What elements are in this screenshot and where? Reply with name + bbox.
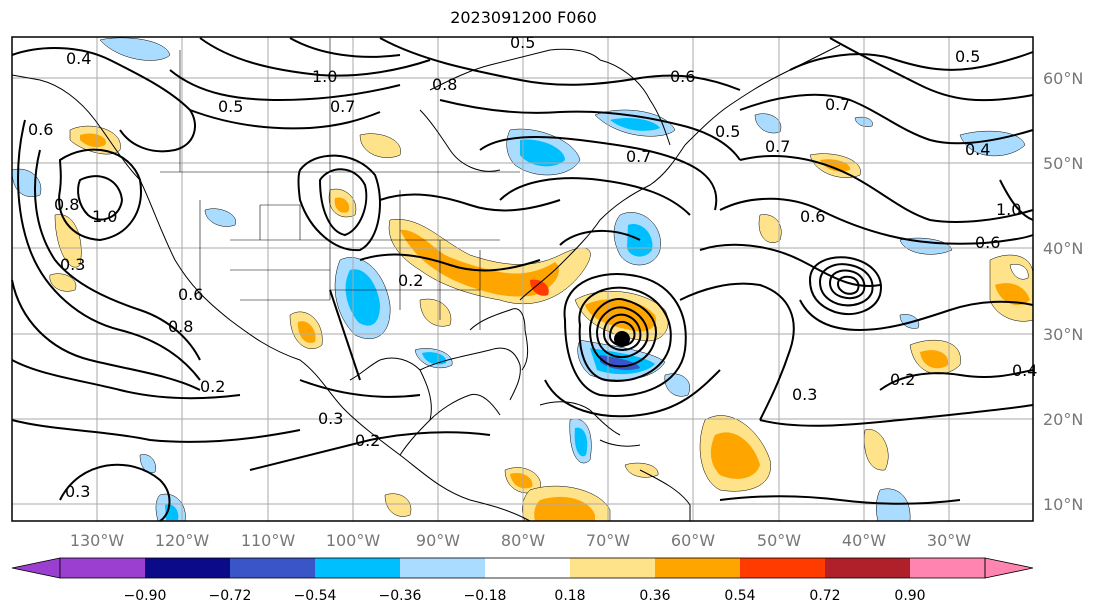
contour-label: 1.0: [312, 67, 337, 86]
lon-label: 80°W: [501, 531, 545, 550]
colorbar-segment: [230, 558, 315, 578]
colorbar-outline: [59, 557, 986, 579]
contour-lines: [11, 37, 1034, 522]
contour-label: 0.2: [398, 271, 423, 290]
contour-label: 0.6: [28, 120, 53, 139]
contour-label: 0.5: [510, 33, 535, 52]
colorbar-tick-label: 0.54: [724, 588, 755, 604]
contour-label: 0.4: [1012, 361, 1037, 380]
colorbar-segment: [740, 558, 825, 578]
lat-label: 20°N: [1043, 410, 1083, 429]
contour-label: 0.7: [765, 137, 790, 156]
lon-label: 70°W: [586, 531, 630, 550]
colorbar-tick-label: 0.36: [639, 588, 670, 604]
lon-label: 30°W: [927, 531, 971, 550]
contour-label: 0.4: [965, 140, 990, 159]
colorbar-tick-label: 0.90: [894, 588, 925, 604]
contour-label: 0.3: [65, 482, 90, 501]
lat-label: 10°N: [1043, 495, 1083, 514]
contour-label: 0.3: [792, 385, 817, 404]
contour-label: 0.3: [60, 255, 85, 274]
contour-label: 0.7: [330, 97, 355, 116]
lon-label: 110°W: [241, 531, 296, 550]
colorbar-tick-label: −0.18: [464, 588, 507, 604]
contour-label: 0.8: [54, 195, 79, 214]
lon-label: 50°W: [757, 531, 801, 550]
contour-label: 0.2: [890, 370, 915, 389]
contour-label: 0.4: [66, 49, 91, 68]
lon-label: 120°W: [155, 531, 210, 550]
contour-label: 0.6: [670, 67, 695, 86]
colorbar-segment: [145, 558, 230, 578]
lat-label: 30°N: [1043, 325, 1083, 344]
contour-label: 0.7: [626, 147, 651, 166]
lon-label: 100°W: [326, 531, 381, 550]
colorbar: −0.90 −0.72 −0.54 −0.36 −0.18 0.18 0.36 …: [11, 557, 1034, 604]
contour-label: 0.2: [355, 431, 380, 450]
lon-label: 90°W: [416, 531, 460, 550]
contour-label: 0.6: [975, 233, 1000, 252]
lon-label: 60°W: [671, 531, 715, 550]
map-panel: 0.4 0.6 0.8 1.0 0.5 0.7 1.0 0.8 0.6 0.5 …: [11, 33, 1037, 522]
colorbar-segment: [485, 558, 570, 578]
colorbar-segment: [910, 558, 985, 578]
contour-label: 0.6: [178, 285, 203, 304]
map-title: 2023091200 F060: [450, 8, 597, 27]
state-borders: [160, 38, 520, 330]
contour-label: 0.2: [200, 377, 225, 396]
colorbar-segment: [315, 558, 400, 578]
colorbar-segment: [60, 558, 145, 578]
lon-label: 130°W: [70, 531, 125, 550]
contour-label: 0.8: [168, 317, 193, 336]
colorbar-tick-label: −0.54: [294, 588, 337, 604]
colorbar-tick-label: −0.90: [124, 588, 167, 604]
contour-label: 1.0: [996, 200, 1021, 219]
contour-label: 0.7: [825, 95, 850, 114]
contour-label-group: 0.4 0.6 0.8 1.0 0.5 0.7 1.0 0.8 0.6 0.5 …: [28, 33, 1037, 501]
longitude-labels: 130°W 120°W 110°W 100°W 90°W 80°W 70°W 6…: [70, 531, 971, 550]
colorbar-segment: [400, 558, 485, 578]
colorbar-tick-label: 0.72: [809, 588, 840, 604]
lat-label: 50°N: [1043, 154, 1083, 173]
colorbar-arrow-right: [984, 557, 1034, 579]
colorbar-segment: [825, 558, 910, 578]
colorbar-tick-label: −0.72: [209, 588, 252, 604]
colorbar-tick-label: −0.36: [379, 588, 422, 604]
colorbar-segment: [655, 558, 740, 578]
colorbar-segment: [570, 558, 655, 578]
contour-label: 0.5: [218, 97, 243, 116]
storm-center: [614, 331, 630, 347]
contour-label: 0.3: [318, 409, 343, 428]
contour-label: 0.5: [955, 47, 980, 66]
lat-label: 60°N: [1043, 69, 1083, 88]
contour-label: 0.5: [715, 122, 740, 141]
colorbar-arrow-left: [11, 557, 61, 579]
latitude-labels: 60°N 50°N 40°N 30°N 20°N 10°N: [1043, 69, 1083, 514]
contour-label: 0.8: [432, 75, 457, 94]
lon-label: 40°W: [842, 531, 886, 550]
contour-label: 0.6: [800, 207, 825, 226]
lat-label: 40°N: [1043, 239, 1083, 258]
contour-label: 1.0: [92, 207, 117, 226]
map-frame: [11, 36, 1034, 522]
colorbar-tick-label: 0.18: [554, 588, 585, 604]
